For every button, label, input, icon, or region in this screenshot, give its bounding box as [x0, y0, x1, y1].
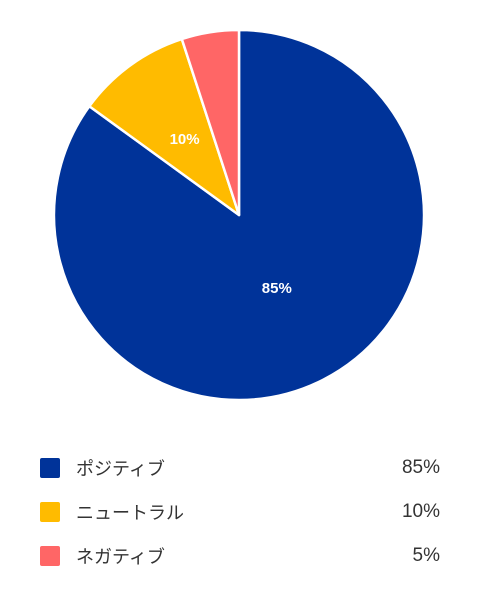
legend-value-neutral: 10% — [401, 501, 440, 522]
pie-data-label-positive: 85% — [262, 280, 292, 297]
legend-value-positive: 85% — [401, 457, 440, 478]
legend-label-neutral: ニュートラル — [76, 503, 184, 524]
legend-swatch-positive — [40, 458, 60, 478]
legend-item-neutral[interactable]: ニュートラル 10% — [40, 490, 440, 534]
legend: ポジティブ 85% ニュートラル 10% ネガティブ 5% — [40, 446, 440, 578]
pie-chart: 85% 10% — [52, 28, 426, 402]
legend-value-negative: 5% — [412, 545, 440, 566]
legend-label-negative: ネガティブ — [76, 547, 165, 568]
legend-item-positive[interactable]: ポジティブ 85% — [40, 446, 440, 490]
legend-item-negative[interactable]: ネガティブ 5% — [40, 534, 440, 578]
legend-label-positive: ポジティブ — [76, 459, 165, 480]
legend-swatch-negative — [40, 546, 60, 566]
legend-swatch-neutral — [40, 502, 60, 522]
pie-slice-neutral[interactable] — [88, 37, 241, 217]
pie-slice-negative[interactable] — [180, 28, 241, 217]
pie-data-label-neutral: 10% — [170, 131, 200, 148]
